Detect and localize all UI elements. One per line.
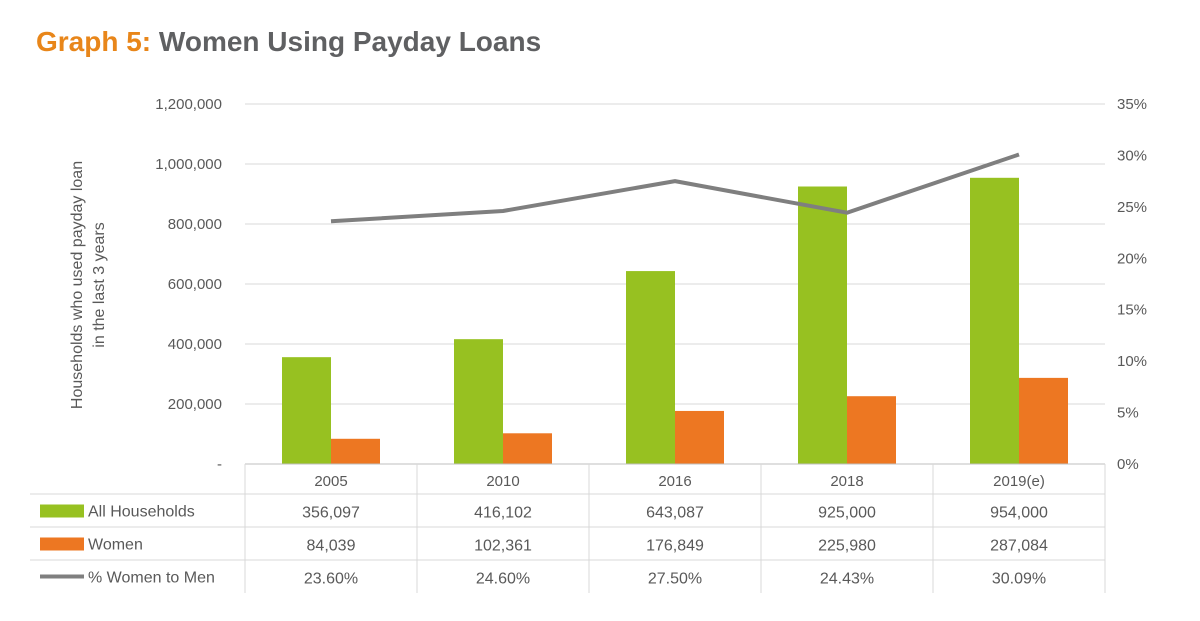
line-women-to-men-pct <box>330 152 1020 224</box>
table-cell-women: 287,084 <box>990 538 1048 555</box>
legend-swatch-all-households <box>40 504 84 518</box>
table-cell-women: 102,361 <box>474 538 532 555</box>
x-tick-label: 2016 <box>658 473 691 490</box>
table-cell-women-to-men: 30.09% <box>992 571 1046 588</box>
bar-women <box>675 410 724 464</box>
table-cell-all-households: 925,000 <box>818 505 876 522</box>
table-cell-women: 225,980 <box>818 538 876 555</box>
y-tick-label: - <box>217 456 222 473</box>
y-tick-label: 400,000 <box>168 336 222 353</box>
y2-tick-label: 20% <box>1117 250 1147 267</box>
x-tick-label: 2018 <box>830 473 863 490</box>
chart-title-prefix: Graph 5: <box>36 26 152 57</box>
bar-all-households <box>282 357 331 464</box>
x-tick-label: 2010 <box>486 473 519 490</box>
bar-women <box>847 396 896 464</box>
table-cell-all-households: 416,102 <box>474 505 532 522</box>
y-tick-label: 1,000,000 <box>155 156 222 173</box>
table-cell-women-to-men: 24.43% <box>820 571 874 588</box>
bar-women <box>331 438 380 464</box>
table-cell-women-to-men: 23.60% <box>304 571 358 588</box>
table-cell-all-households: 954,000 <box>990 505 1048 522</box>
y-axis-title: in the last 3 years <box>91 222 108 347</box>
chart-title: Graph 5: Women Using Payday Loans <box>36 26 541 58</box>
table-cell-women: 84,039 <box>307 538 356 555</box>
bar-all-households <box>626 271 675 464</box>
table-cell-all-households: 356,097 <box>302 505 360 522</box>
x-tick-label: 2005 <box>314 473 347 490</box>
bar-all-households <box>970 177 1019 465</box>
y2-tick-label: 5% <box>1117 405 1139 422</box>
y-tick-label: 800,000 <box>168 216 222 233</box>
bar-all-households <box>454 339 503 464</box>
legend-label-women: Women <box>88 537 143 554</box>
y2-tick-label: 35% <box>1117 96 1147 113</box>
y-axis-title: Households who used payday loan <box>69 161 86 409</box>
y2-tick-label: 0% <box>1117 456 1139 473</box>
y2-tick-label: 15% <box>1117 302 1147 319</box>
x-tick-label: 2019(e) <box>993 473 1045 490</box>
y2-tick-label: 25% <box>1117 199 1147 216</box>
bar-women <box>503 433 552 464</box>
y2-tick-label: 10% <box>1117 353 1147 370</box>
y-tick-label: 200,000 <box>168 396 222 413</box>
table-cell-women: 176,849 <box>646 538 704 555</box>
legend-label-all-households: All Households <box>88 504 195 521</box>
legend-label-women-to-men: % Women to Men <box>88 570 215 587</box>
bar-women <box>1019 377 1068 464</box>
legend-swatch-women <box>40 537 84 551</box>
table-cell-all-households: 643,087 <box>646 505 704 522</box>
table-cell-women-to-men: 24.60% <box>476 571 530 588</box>
table-cell-women-to-men: 27.50% <box>648 571 702 588</box>
y2-tick-label: 30% <box>1117 147 1147 164</box>
chart-title-main: Women Using Payday Loans <box>158 26 542 57</box>
y-tick-label: 1,200,000 <box>155 96 222 113</box>
y-tick-label: 600,000 <box>168 276 222 293</box>
bar-all-households <box>798 186 847 464</box>
